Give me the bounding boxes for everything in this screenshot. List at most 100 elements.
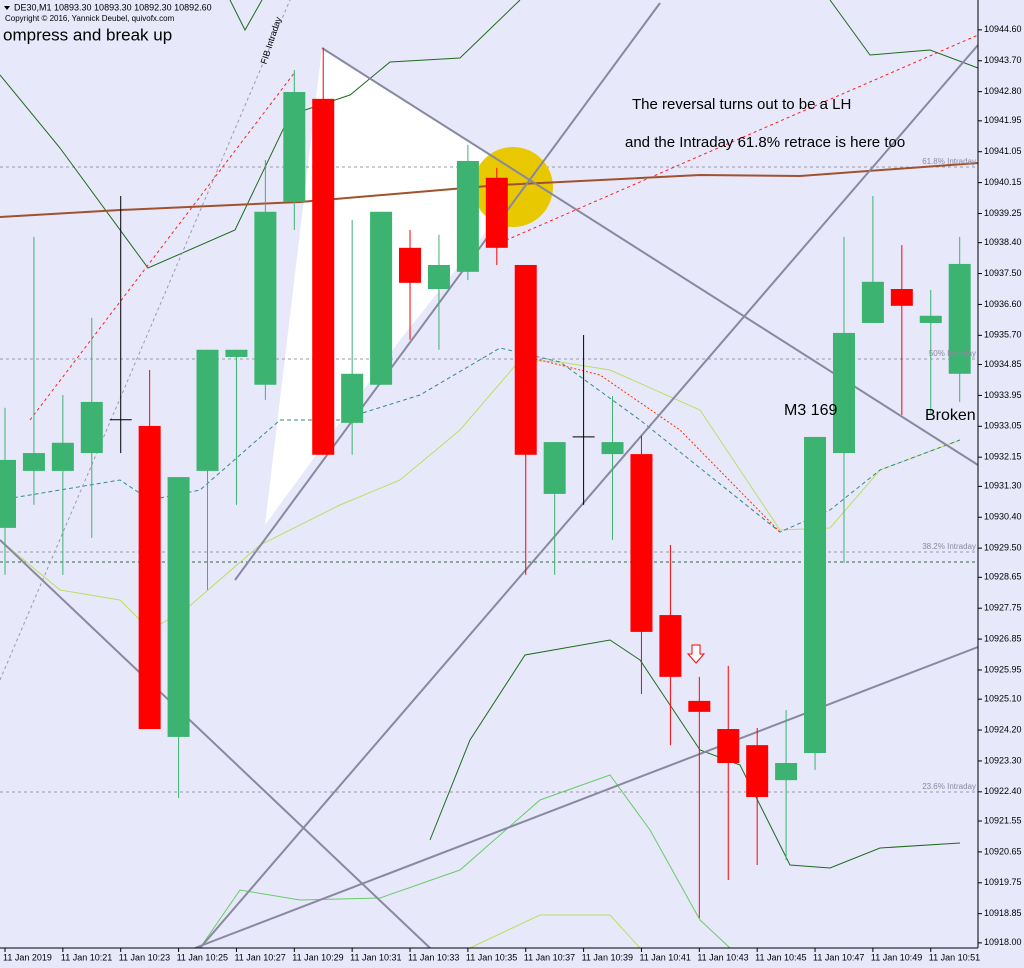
candle-body — [861, 281, 884, 323]
x-tick-label: 11 Jan 10:41 — [639, 952, 690, 962]
candle-body — [919, 315, 942, 323]
menu-icon — [4, 6, 10, 10]
y-tick-label: 10920.65 — [984, 846, 1022, 856]
y-tick-label: 10921.55 — [984, 815, 1022, 825]
x-tick-label: 11 Jan 10:45 — [755, 952, 806, 962]
x-tick-label: 11 Jan 10:39 — [582, 952, 633, 962]
axes: 10944.60 10943.70 10942.80 10941.95 10941.05… — [3, 24, 1022, 962]
y-tick-label: 10940.15 — [984, 177, 1022, 187]
x-tick-label: 11 Jan 10:49 — [871, 952, 922, 962]
annotation: M3 169 — [784, 402, 837, 419]
x-tick-label: 11 Jan 10:21 — [61, 952, 112, 962]
candle-body — [138, 425, 161, 730]
x-tick-label: 11 Jan 10:33 — [408, 952, 459, 962]
fib-trend — [29, 71, 296, 421]
trend-line — [321, 47, 979, 466]
y-tick-label: 10933.95 — [984, 390, 1022, 400]
candles — [0, 47, 971, 919]
band-upper — [229, 0, 263, 32]
candle-body — [659, 615, 682, 677]
y-tick-label: 10933.05 — [984, 421, 1022, 431]
candle-body — [775, 762, 798, 781]
candle-body — [80, 401, 103, 454]
candle-body — [0, 459, 16, 528]
y-tick-label: 10934.85 — [984, 359, 1022, 369]
y-tick-label: 10930.40 — [984, 512, 1022, 522]
trend-line — [199, 44, 979, 949]
annotation: ompress and break up — [3, 25, 172, 44]
x-tick-label: 11 Jan 10:25 — [177, 952, 228, 962]
down-arrow — [686, 644, 706, 664]
y-tick-label: 10926.85 — [984, 633, 1022, 643]
candle-body — [51, 442, 74, 471]
x-tick-label: 11 Jan 10:35 — [466, 952, 517, 962]
x-tick-label: 11 Jan 10:37 — [524, 952, 575, 962]
candle-body — [890, 288, 913, 306]
annotation: Broken — [925, 407, 976, 424]
trend-line — [194, 646, 979, 949]
y-tick-label: 10941.95 — [984, 115, 1022, 125]
y-axis-area — [978, 0, 1024, 968]
candle-body — [630, 454, 653, 632]
band-mid-dashed — [0, 347, 961, 533]
chart-title: DE30,M1 10893.30 10893.30 10892.30 10892… — [14, 2, 212, 12]
candle-body — [341, 373, 364, 423]
annotation: and the Intraday 61.8% retrace is here t… — [625, 134, 905, 151]
band-lower — [469, 914, 641, 949]
candle-body — [832, 332, 855, 454]
candle-body — [456, 160, 479, 272]
fib-label: 50% Intraday — [929, 349, 976, 358]
y-tick-label: 10918.00 — [984, 937, 1022, 947]
candle-body — [167, 477, 190, 737]
y-tick-label: 10928.65 — [984, 572, 1022, 582]
candle-body — [312, 98, 335, 455]
y-tick-label: 10923.30 — [984, 755, 1022, 765]
candle-body — [804, 436, 827, 754]
y-tick-label: 10936.60 — [984, 299, 1022, 309]
candle-body — [196, 349, 219, 471]
candle-body — [283, 91, 306, 202]
candle-body — [948, 263, 971, 374]
y-tick-label: 10925.95 — [984, 664, 1022, 674]
y-tick-label: 10929.50 — [984, 543, 1022, 553]
fib-label: 23.6% Intraday — [922, 782, 976, 791]
y-tick-label: 10925.10 — [984, 694, 1022, 704]
candle-body — [746, 745, 769, 797]
y-tick-label: 10935.70 — [984, 330, 1022, 340]
y-tick-label: 10941.05 — [984, 146, 1022, 156]
fib-label: 38.2% Intraday — [922, 542, 976, 551]
y-tick-label: 10919.75 — [984, 877, 1022, 887]
annotation: The reversal turns out to be a LH — [632, 96, 851, 113]
candle-body — [22, 453, 45, 471]
chart-subtitle: Copyright © 2016, Yannick Deubel, quivof… — [5, 14, 175, 23]
candle-body — [514, 264, 537, 455]
y-tick-label: 10918.85 — [984, 908, 1022, 918]
candle-body — [717, 729, 740, 763]
band-lower — [429, 639, 961, 869]
x-tick-label: 11 Jan 10:43 — [697, 952, 748, 962]
candle-body — [601, 442, 624, 455]
x-tick-label: 11 Jan 10:23 — [119, 952, 170, 962]
candle-body — [688, 700, 711, 712]
candle-body — [370, 211, 393, 385]
y-tick-label: 10931.30 — [984, 481, 1022, 491]
y-tick-label: 10932.15 — [984, 452, 1022, 462]
fib-label: 61.8% Intraday — [922, 157, 976, 166]
x-tick-label: 11 Jan 10:29 — [292, 952, 343, 962]
y-tick-label: 10944.60 — [984, 24, 1022, 34]
x-tick-label: 11 Jan 10:31 — [350, 952, 401, 962]
trend-line — [0, 539, 431, 949]
y-tick-label: 10924.20 — [984, 724, 1022, 734]
y-tick-label: 10927.75 — [984, 603, 1022, 613]
x-axis-area — [0, 948, 1024, 968]
fib-trend — [494, 34, 979, 246]
trend-line — [234, 2, 661, 581]
x-tick-label: 11 Jan 10:27 — [234, 952, 285, 962]
band-lower — [199, 774, 731, 949]
y-tick-label: 10942.80 — [984, 86, 1022, 96]
x-tick-label: 11 Jan 10:47 — [813, 952, 864, 962]
x-tick-label: 11 Jan 2019 — [3, 952, 52, 962]
y-tick-label: 10939.25 — [984, 208, 1022, 218]
y-tick-label: 10922.40 — [984, 786, 1022, 796]
